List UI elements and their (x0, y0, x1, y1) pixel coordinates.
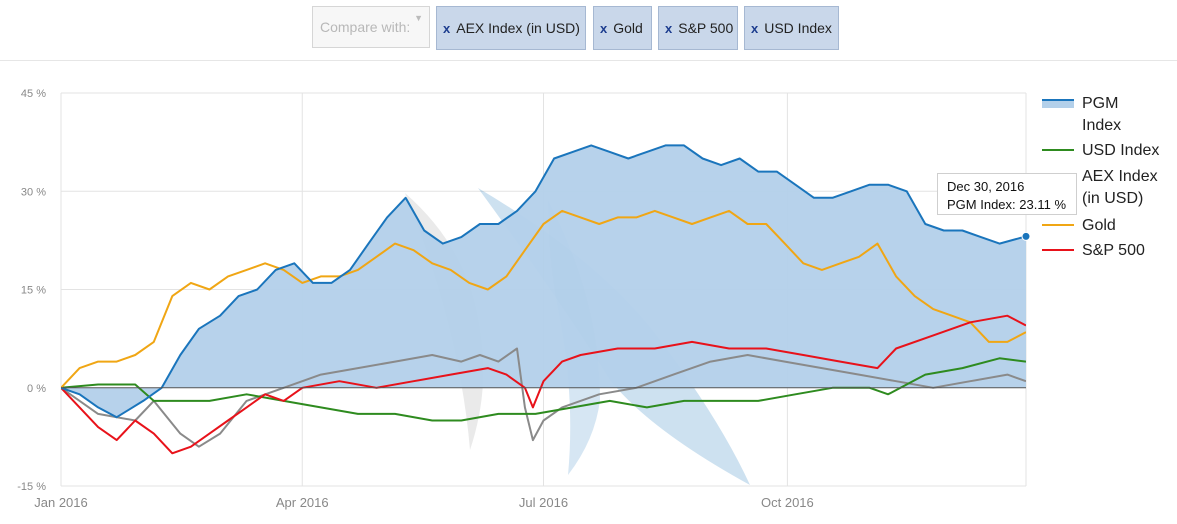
pgm-index-area (61, 145, 1026, 418)
chip-usd-index[interactable]: x USD Index (744, 6, 839, 50)
chip-label: S&P 500 (678, 20, 734, 36)
series-line-pgm-index (61, 144, 1026, 419)
chart-tooltip: Dec 30, 2016 PGM Index: 23.11 % (937, 173, 1077, 215)
chip-label: AEX Index (in USD) (456, 20, 580, 36)
chip-label: Gold (613, 20, 643, 36)
compare-select[interactable]: Compare with: ▼ (312, 6, 430, 48)
series-line-usd-index (61, 357, 1026, 422)
y-tick-label: -15 % (17, 481, 46, 493)
x-tick-label: Jul 2016 (519, 495, 568, 510)
tooltip-value: 23.11 % (1019, 197, 1067, 212)
series-line-gold (61, 209, 1026, 389)
y-axis-ticks: 45 % 30 % 15 % 0 % -15 % (17, 88, 46, 493)
legend-label: PGM (1082, 95, 1118, 112)
legend-label: Gold (1082, 217, 1116, 234)
legend-label: USD Index (1082, 142, 1159, 159)
legend-swatch (1042, 100, 1074, 108)
legend-item-aex-index-in-usd[interactable]: AEX Index (in USD) (1042, 168, 1158, 207)
tooltip-line: PGM Index: 23.11 % (947, 196, 1076, 214)
chip-label: USD Index (764, 20, 832, 36)
compare-toolbar: Compare with: ▼ x AEX Index (in USD) x Gol… (0, 0, 1177, 60)
remove-icon[interactable]: x (751, 21, 759, 36)
chart-legend: PGM Index USD Index AEX Index (in USD) Gold S&… (1042, 95, 1159, 259)
series-line-s-p-500 (61, 314, 1026, 455)
legend-label: (in USD) (1082, 190, 1143, 207)
chip-gold[interactable]: x Gold (593, 6, 652, 50)
legend-item-gold[interactable]: Gold (1042, 217, 1116, 234)
pgm-hover-point (1021, 231, 1031, 241)
pgm-area-layer (61, 145, 1026, 418)
legend-item-pgm-index[interactable]: PGM Index (1042, 95, 1121, 134)
x-tick-label: Oct 2016 (761, 495, 814, 510)
tooltip-date: Dec 30, 2016 (947, 179, 1025, 194)
chip-sp500[interactable]: x S&P 500 (658, 6, 738, 50)
series-lines-layer (61, 144, 1026, 455)
chevron-down-icon: ▼ (414, 13, 423, 23)
remove-icon[interactable]: x (600, 21, 608, 36)
legend-label: S&P 500 (1082, 242, 1145, 259)
y-tick-label: 45 % (21, 88, 46, 100)
toolbar-divider (0, 60, 1177, 61)
legend-label: Index (1082, 117, 1121, 134)
remove-icon[interactable]: x (665, 21, 673, 36)
series-line-aex-index-in-usd (61, 347, 1026, 448)
y-tick-label: 15 % (21, 285, 46, 297)
legend-label: AEX Index (1082, 168, 1158, 185)
y-tick-label: 30 % (21, 186, 46, 198)
legend-item-usd-index[interactable]: USD Index (1042, 142, 1159, 159)
compare-placeholder: Compare with: (320, 19, 411, 35)
x-tick-label: Jan 2016 (34, 495, 88, 510)
x-axis-ticks: Jan 2016 Apr 2016 Jul 2016 Oct 2016 (34, 495, 814, 510)
y-tick-label: 0 % (27, 383, 46, 395)
tooltip-label: PGM Index: (947, 197, 1016, 212)
remove-icon[interactable]: x (443, 21, 451, 36)
chip-aex-index[interactable]: x AEX Index (in USD) (436, 6, 586, 50)
x-tick-label: Apr 2016 (276, 495, 329, 510)
legend-item-s-p-500[interactable]: S&P 500 (1042, 242, 1145, 259)
